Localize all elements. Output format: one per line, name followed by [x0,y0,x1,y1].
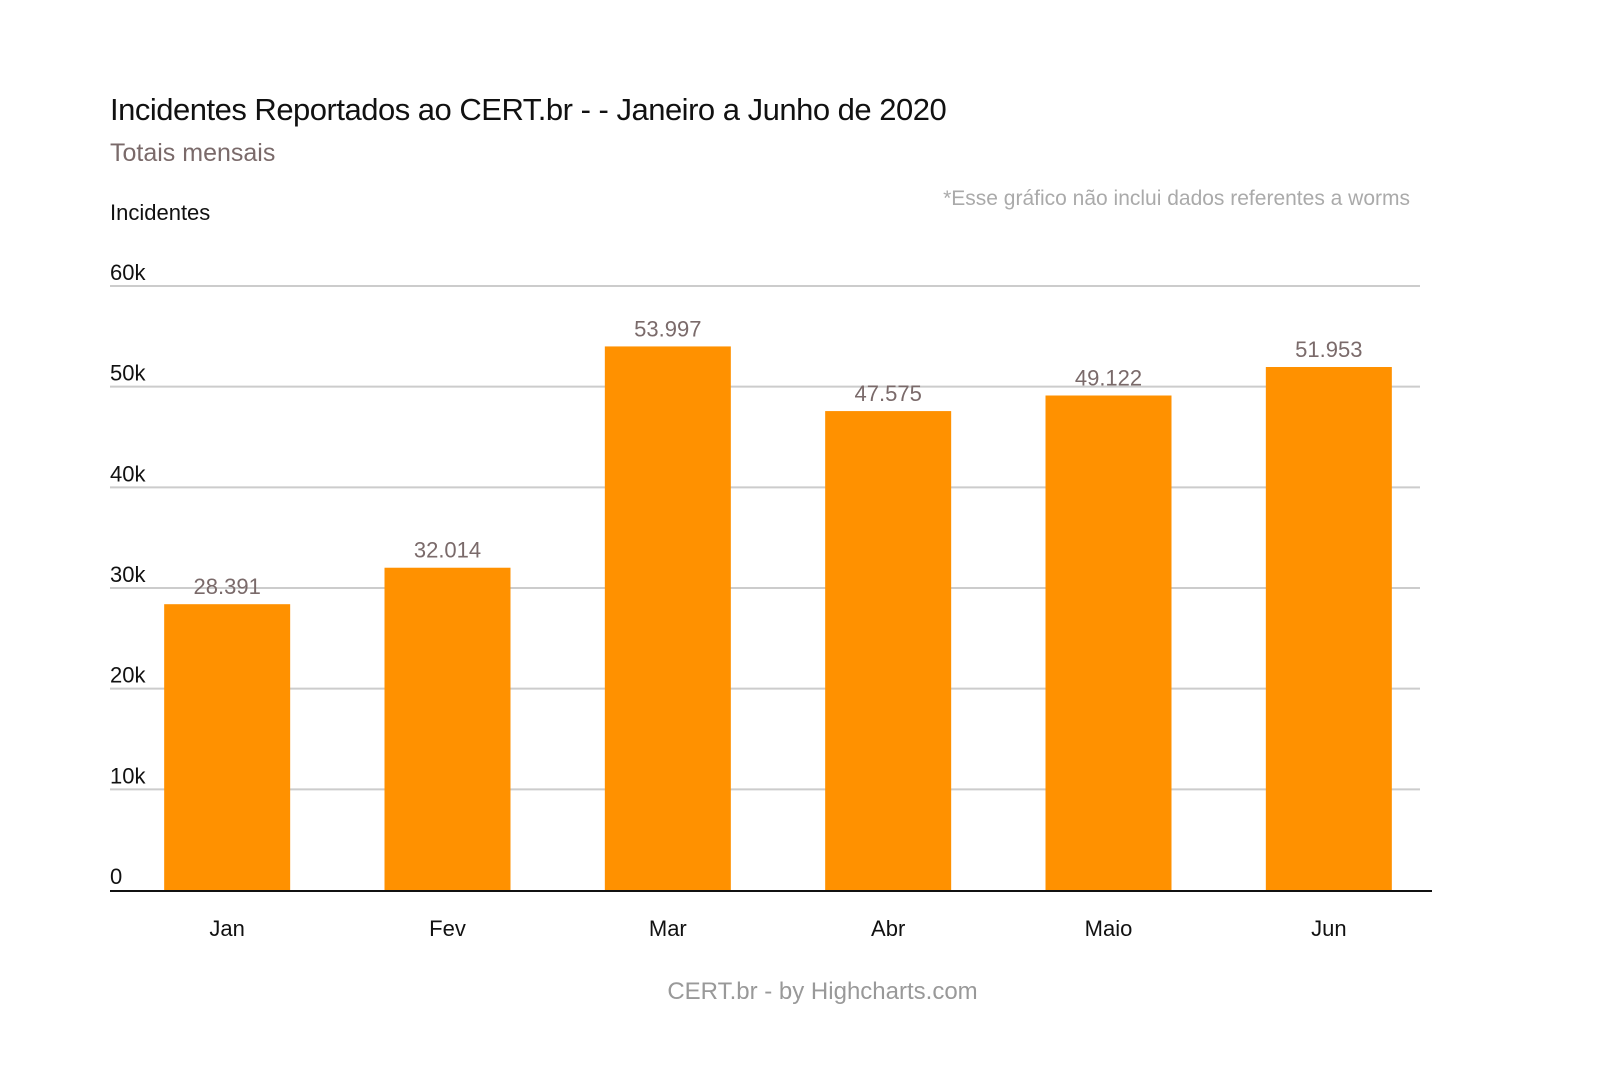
bar-jan [164,604,291,890]
y-tick-label: 50k [110,361,146,386]
bar-maio [1045,395,1172,890]
data-label: 47.575 [855,381,922,406]
x-tick-label: Jan [209,916,244,941]
y-tick-label: 60k [110,260,146,285]
x-tick-label: Maio [1085,916,1133,941]
y-tick-label: 20k [110,663,146,688]
y-tick-label: 30k [110,562,146,587]
x-tick-label: Abr [871,916,905,941]
y-tick-label: 0 [110,864,122,889]
bar-jun [1265,367,1392,890]
y-axis-label: Incidentes [110,200,211,225]
data-label: 49.122 [1075,366,1142,391]
data-label: 28.391 [194,574,261,599]
bar-abr [825,411,952,890]
data-label: 51.953 [1295,337,1362,362]
y-tick-label: 40k [110,461,146,486]
x-tick-label: Fev [429,916,466,941]
bar-fev [384,567,511,890]
data-label: 53.997 [634,316,701,341]
credits-link[interactable]: CERT.br - by Highcharts.com [667,978,978,1005]
bar-mar [604,346,731,891]
y-tick-label: 10k [110,763,146,788]
data-label: 32.014 [414,538,481,563]
x-tick-label: Mar [649,916,687,941]
chart-note: *Esse gráfico não inclui dados referente… [943,187,1410,210]
x-tick-label: Jun [1311,916,1346,941]
chart-title: Incidentes Reportados ao CERT.br - - Jan… [110,92,947,127]
chart-subtitle: Totais mensais [110,139,276,167]
